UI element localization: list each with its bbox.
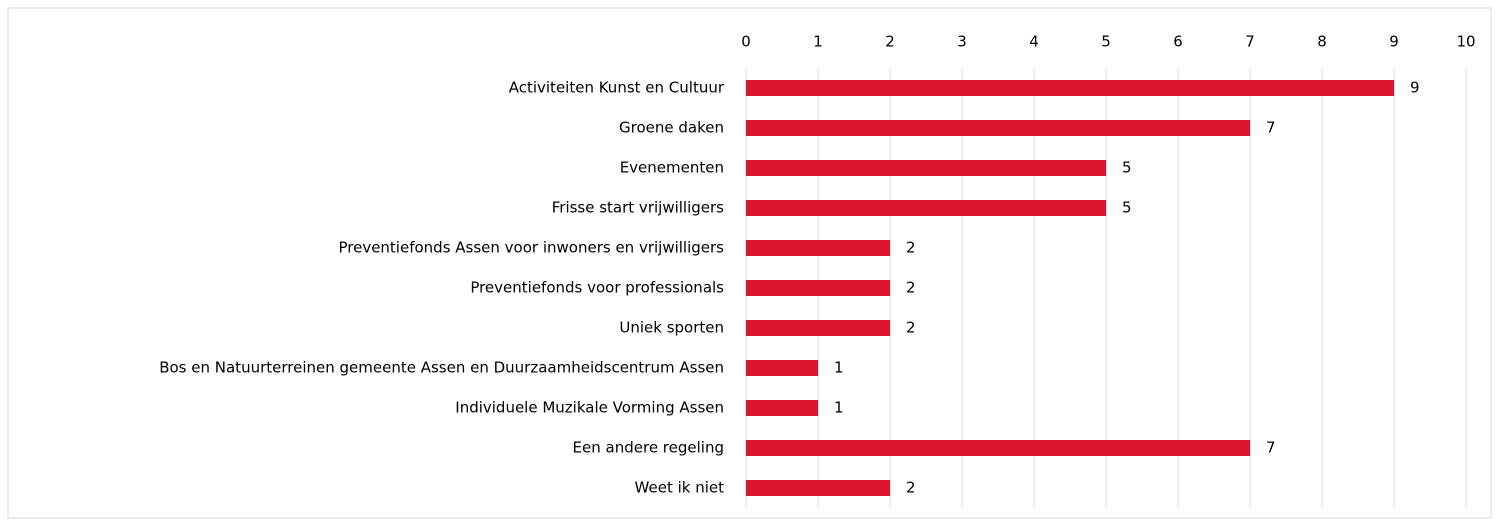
data-label: 1 xyxy=(834,359,844,377)
y-tick-label: Preventiefonds voor professionals xyxy=(470,279,724,297)
y-tick-label: Weet ik niet xyxy=(635,479,725,497)
x-tick-label: 5 xyxy=(1101,33,1111,51)
x-tick-label: 10 xyxy=(1456,33,1475,51)
y-tick-label: Een andere regeling xyxy=(573,439,724,457)
data-label: 2 xyxy=(906,479,916,497)
y-tick-label: Groene daken xyxy=(619,119,724,137)
bar xyxy=(746,480,890,496)
x-tick-label: 6 xyxy=(1173,33,1183,51)
bar xyxy=(746,200,1106,216)
data-label: 5 xyxy=(1122,199,1132,217)
bar xyxy=(746,280,890,296)
y-tick-label: Evenementen xyxy=(620,159,724,177)
bar xyxy=(746,240,890,256)
x-tick-label: 1 xyxy=(813,33,823,51)
data-label: 9 xyxy=(1410,79,1420,97)
y-tick-label: Bos en Natuurterreinen gemeente Assen en… xyxy=(159,359,724,377)
bar xyxy=(746,320,890,336)
bar xyxy=(746,160,1106,176)
x-tick-label: 2 xyxy=(885,33,895,51)
y-tick-label: Activiteiten Kunst en Cultuur xyxy=(509,79,725,97)
x-tick-label: 3 xyxy=(957,33,967,51)
data-label: 5 xyxy=(1122,159,1132,177)
bar xyxy=(746,80,1394,96)
bar xyxy=(746,400,818,416)
y-tick-label: Individuele Muzikale Vorming Assen xyxy=(455,399,724,417)
bar xyxy=(746,120,1250,136)
x-tick-label: 4 xyxy=(1029,33,1039,51)
y-tick-label: Preventiefonds Assen voor inwoners en vr… xyxy=(338,239,724,257)
x-tick-label: 7 xyxy=(1245,33,1255,51)
data-label: 2 xyxy=(906,279,916,297)
data-label: 7 xyxy=(1266,119,1276,137)
data-label: 7 xyxy=(1266,439,1276,457)
x-tick-label: 9 xyxy=(1389,33,1399,51)
bar xyxy=(746,440,1250,456)
data-label: 2 xyxy=(906,319,916,337)
data-label: 2 xyxy=(906,239,916,257)
x-tick-label: 0 xyxy=(741,33,751,51)
y-tick-label: Frisse start vrijwilligers xyxy=(552,199,724,217)
bar xyxy=(746,360,818,376)
data-label: 1 xyxy=(834,399,844,417)
y-tick-label: Uniek sporten xyxy=(619,319,724,337)
x-tick-label: 8 xyxy=(1317,33,1327,51)
